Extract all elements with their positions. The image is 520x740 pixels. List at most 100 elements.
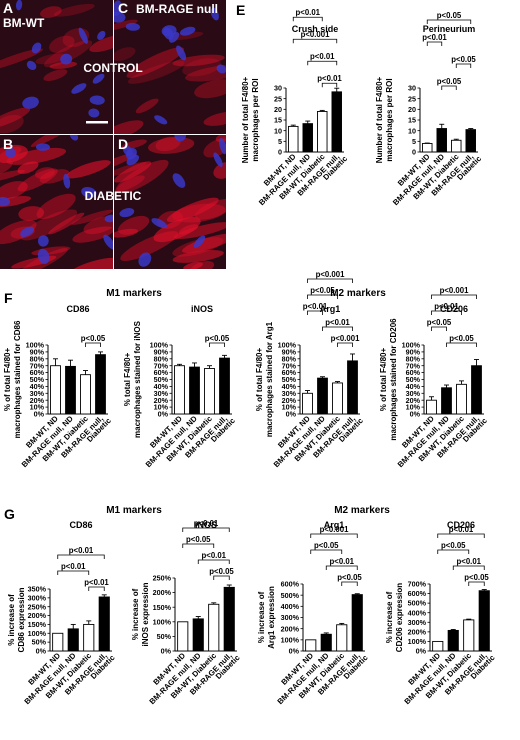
significance-label: p<0.05: [437, 11, 462, 20]
bar: [441, 387, 452, 415]
y-tick-label: 30%: [154, 389, 169, 398]
bar: [189, 366, 200, 415]
chart-title: Perineurium: [423, 24, 476, 34]
chart-title: Arg1: [320, 304, 341, 314]
y-tick-label: 40%: [30, 382, 45, 391]
significance-label: p<0.01: [422, 33, 447, 42]
significance-bracket: [431, 326, 447, 331]
y-tick-label: 300%: [281, 613, 300, 622]
significance-label: p<0.01: [84, 578, 109, 587]
significance-label: p<0.01: [296, 8, 321, 17]
significance-bracket: [213, 575, 230, 580]
y-tick-label: 50%: [406, 375, 421, 384]
bar: [52, 632, 64, 652]
y-tick-label: 10%: [30, 403, 45, 412]
y-tick-label: 20%: [30, 396, 45, 405]
group-header-g-m1: M1 markers: [106, 505, 162, 516]
bar: [478, 590, 490, 652]
significance-label: p<0.01: [303, 302, 328, 311]
y-tick-label: 200%: [408, 627, 427, 636]
bar: [451, 139, 462, 153]
section-label-g: G: [4, 506, 15, 522]
bar: [177, 621, 189, 652]
y-tick-label: 150%: [28, 620, 47, 629]
section-label-e: E: [236, 2, 245, 18]
bar: [471, 365, 482, 415]
y-axis-label: % of total F4/80+: [3, 348, 12, 412]
y-tick-label: 20%: [154, 396, 169, 405]
y-tick-label: 0: [412, 148, 416, 157]
y-tick-label: 80%: [30, 354, 45, 363]
y-tick-label: 100%: [408, 637, 427, 646]
row-label-control: CONTROL: [83, 61, 142, 75]
significance-bracket: [322, 326, 353, 331]
bar: [98, 596, 110, 652]
y-tick-label: 70%: [282, 361, 297, 370]
y-tick-label: 300%: [408, 618, 427, 627]
y-tick-label: 80%: [154, 354, 169, 363]
y-tick-label: 5: [278, 137, 282, 146]
y-tick-label: 60%: [282, 368, 297, 377]
chart-title: CD206: [440, 304, 468, 314]
y-tick-label: 100%: [402, 341, 421, 350]
significance-bracket: [431, 294, 477, 299]
y-tick-label: 100%: [281, 635, 300, 644]
y-tick-label: 100%: [153, 617, 172, 626]
group-header-f-m1: M1 markers: [106, 288, 162, 299]
bar: [305, 639, 317, 652]
significance-bracket: [310, 533, 358, 538]
significance-label: p<0.01: [61, 562, 86, 571]
y-tick-label: 200%: [153, 588, 172, 597]
y-tick-label: 600%: [408, 589, 427, 598]
y-tick-label: 600%: [281, 580, 300, 589]
y-tick-label: 80%: [406, 354, 421, 363]
y-tick-label: 80%: [282, 354, 297, 363]
bar: [83, 623, 95, 652]
y-tick-label: 0%: [36, 647, 47, 656]
group-header-g-m2: M2 markers: [334, 505, 390, 516]
significance-bracket: [57, 570, 90, 575]
bar: [463, 619, 475, 652]
significance-bracket: [307, 294, 338, 299]
significance-bracket: [85, 342, 101, 347]
y-axis-label: % increase of: [385, 591, 394, 643]
y-tick-label: 90%: [406, 348, 421, 357]
y-tick-label: 90%: [282, 348, 297, 357]
y-tick-label: 0%: [289, 647, 300, 656]
y-tick-label: 30: [274, 84, 282, 93]
significance-label: p<0.001: [301, 30, 330, 39]
y-tick-label: 60%: [154, 368, 169, 377]
bar: [50, 365, 61, 415]
chart-g1: CD86 % increase of CD86 expression 0%50%100…: [7, 520, 117, 706]
significance-label: p<0.01: [434, 302, 459, 311]
significance-label: p<0.01: [69, 546, 94, 555]
significance-bracket: [292, 16, 323, 22]
bar: [317, 377, 328, 415]
bar: [192, 618, 204, 652]
significance-bracket: [337, 342, 353, 347]
bar: [174, 365, 185, 415]
y-tick-label: 40%: [406, 382, 421, 391]
y-tick-label: 90%: [30, 348, 45, 357]
bar: [331, 91, 342, 153]
significance-label: p<0.05: [464, 573, 489, 582]
y-tick-label: 30: [408, 84, 416, 93]
bar: [208, 603, 220, 652]
bar: [336, 624, 348, 652]
bar: [447, 629, 459, 652]
bar: [332, 382, 343, 415]
bar: [422, 143, 433, 153]
bar: [67, 628, 79, 652]
significance-label: p<0.01: [317, 74, 342, 83]
y-tick-label: 0: [278, 148, 282, 157]
y-tick-label: 30%: [282, 389, 297, 398]
y-tick-label: 350%: [28, 585, 47, 594]
significance-bracket: [182, 527, 230, 532]
significance-bracket: [321, 82, 338, 88]
significance-label: p<0.05: [451, 55, 476, 64]
significance-label: p<0.01: [449, 525, 474, 534]
y-tick-label: 20: [408, 105, 416, 114]
y-axis-label: macrophages per ROI: [385, 78, 394, 161]
chart-g4: CD206 % increase of CD206 expression 0%100%…: [385, 520, 497, 706]
